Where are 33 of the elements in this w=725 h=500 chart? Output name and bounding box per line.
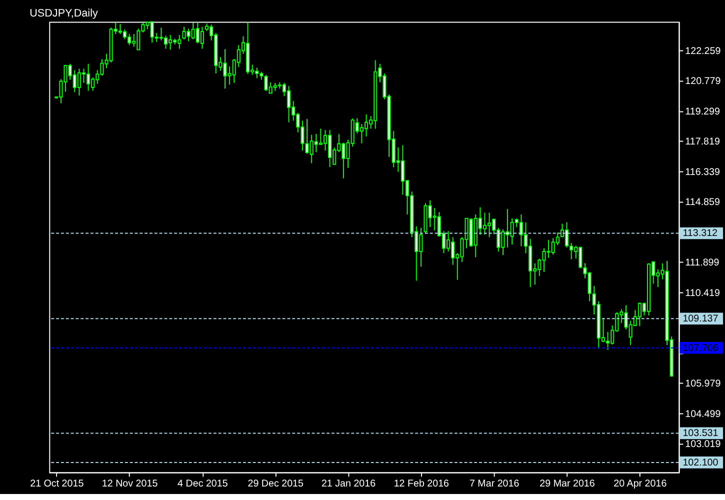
candlestick <box>164 35 168 50</box>
candlestick <box>200 26 204 50</box>
x-tick-label: 12 Feb 2016 <box>394 478 450 490</box>
y-tick-label: 104.499 <box>685 408 721 420</box>
y-tick-label: 117.819 <box>685 136 720 148</box>
y-tick-label: 111.899 <box>685 258 720 269</box>
ref-line-label: 103.531 <box>682 428 718 440</box>
x-tick-label: 4 Dec 2015 <box>178 478 228 490</box>
y-tick-label: 110.419 <box>685 288 720 299</box>
candlestick <box>482 212 487 236</box>
x-tick-label: 21 Jan 2016 <box>321 478 376 490</box>
y-tick-label: 120.779 <box>685 76 721 88</box>
ref-line-label: 113.312 <box>682 228 718 240</box>
x-tick-label: 20 Apr 2016 <box>614 478 668 490</box>
candlestick <box>564 222 569 248</box>
x-tick-label: 21 Oct 2015 <box>30 478 84 490</box>
y-tick-label: 116.339 <box>685 166 720 178</box>
x-tick-label: 12 Nov 2015 <box>102 478 158 490</box>
ref-line-label: 107.706 <box>682 342 719 354</box>
y-tick-label: 105.979 <box>685 378 721 390</box>
y-tick-label: 122.259 <box>685 46 721 57</box>
y-tick-label: 114.859 <box>685 197 720 208</box>
ref-line-label: 102.100 <box>682 457 719 468</box>
x-tick-label: 29 Dec 2015 <box>248 478 304 490</box>
ref-line-label: 109.137 <box>682 314 718 325</box>
chart-title: USDJPY,Daily <box>30 7 98 20</box>
x-tick-label: 7 Mar 2016 <box>469 478 520 490</box>
candlestick <box>364 114 368 137</box>
x-tick-label: 29 Mar 2016 <box>540 478 596 490</box>
y-tick-label: 103.019 <box>685 439 721 450</box>
candlestick <box>606 331 610 350</box>
y-tick-label: 119.299 <box>685 106 720 118</box>
candlestick <box>122 28 127 40</box>
